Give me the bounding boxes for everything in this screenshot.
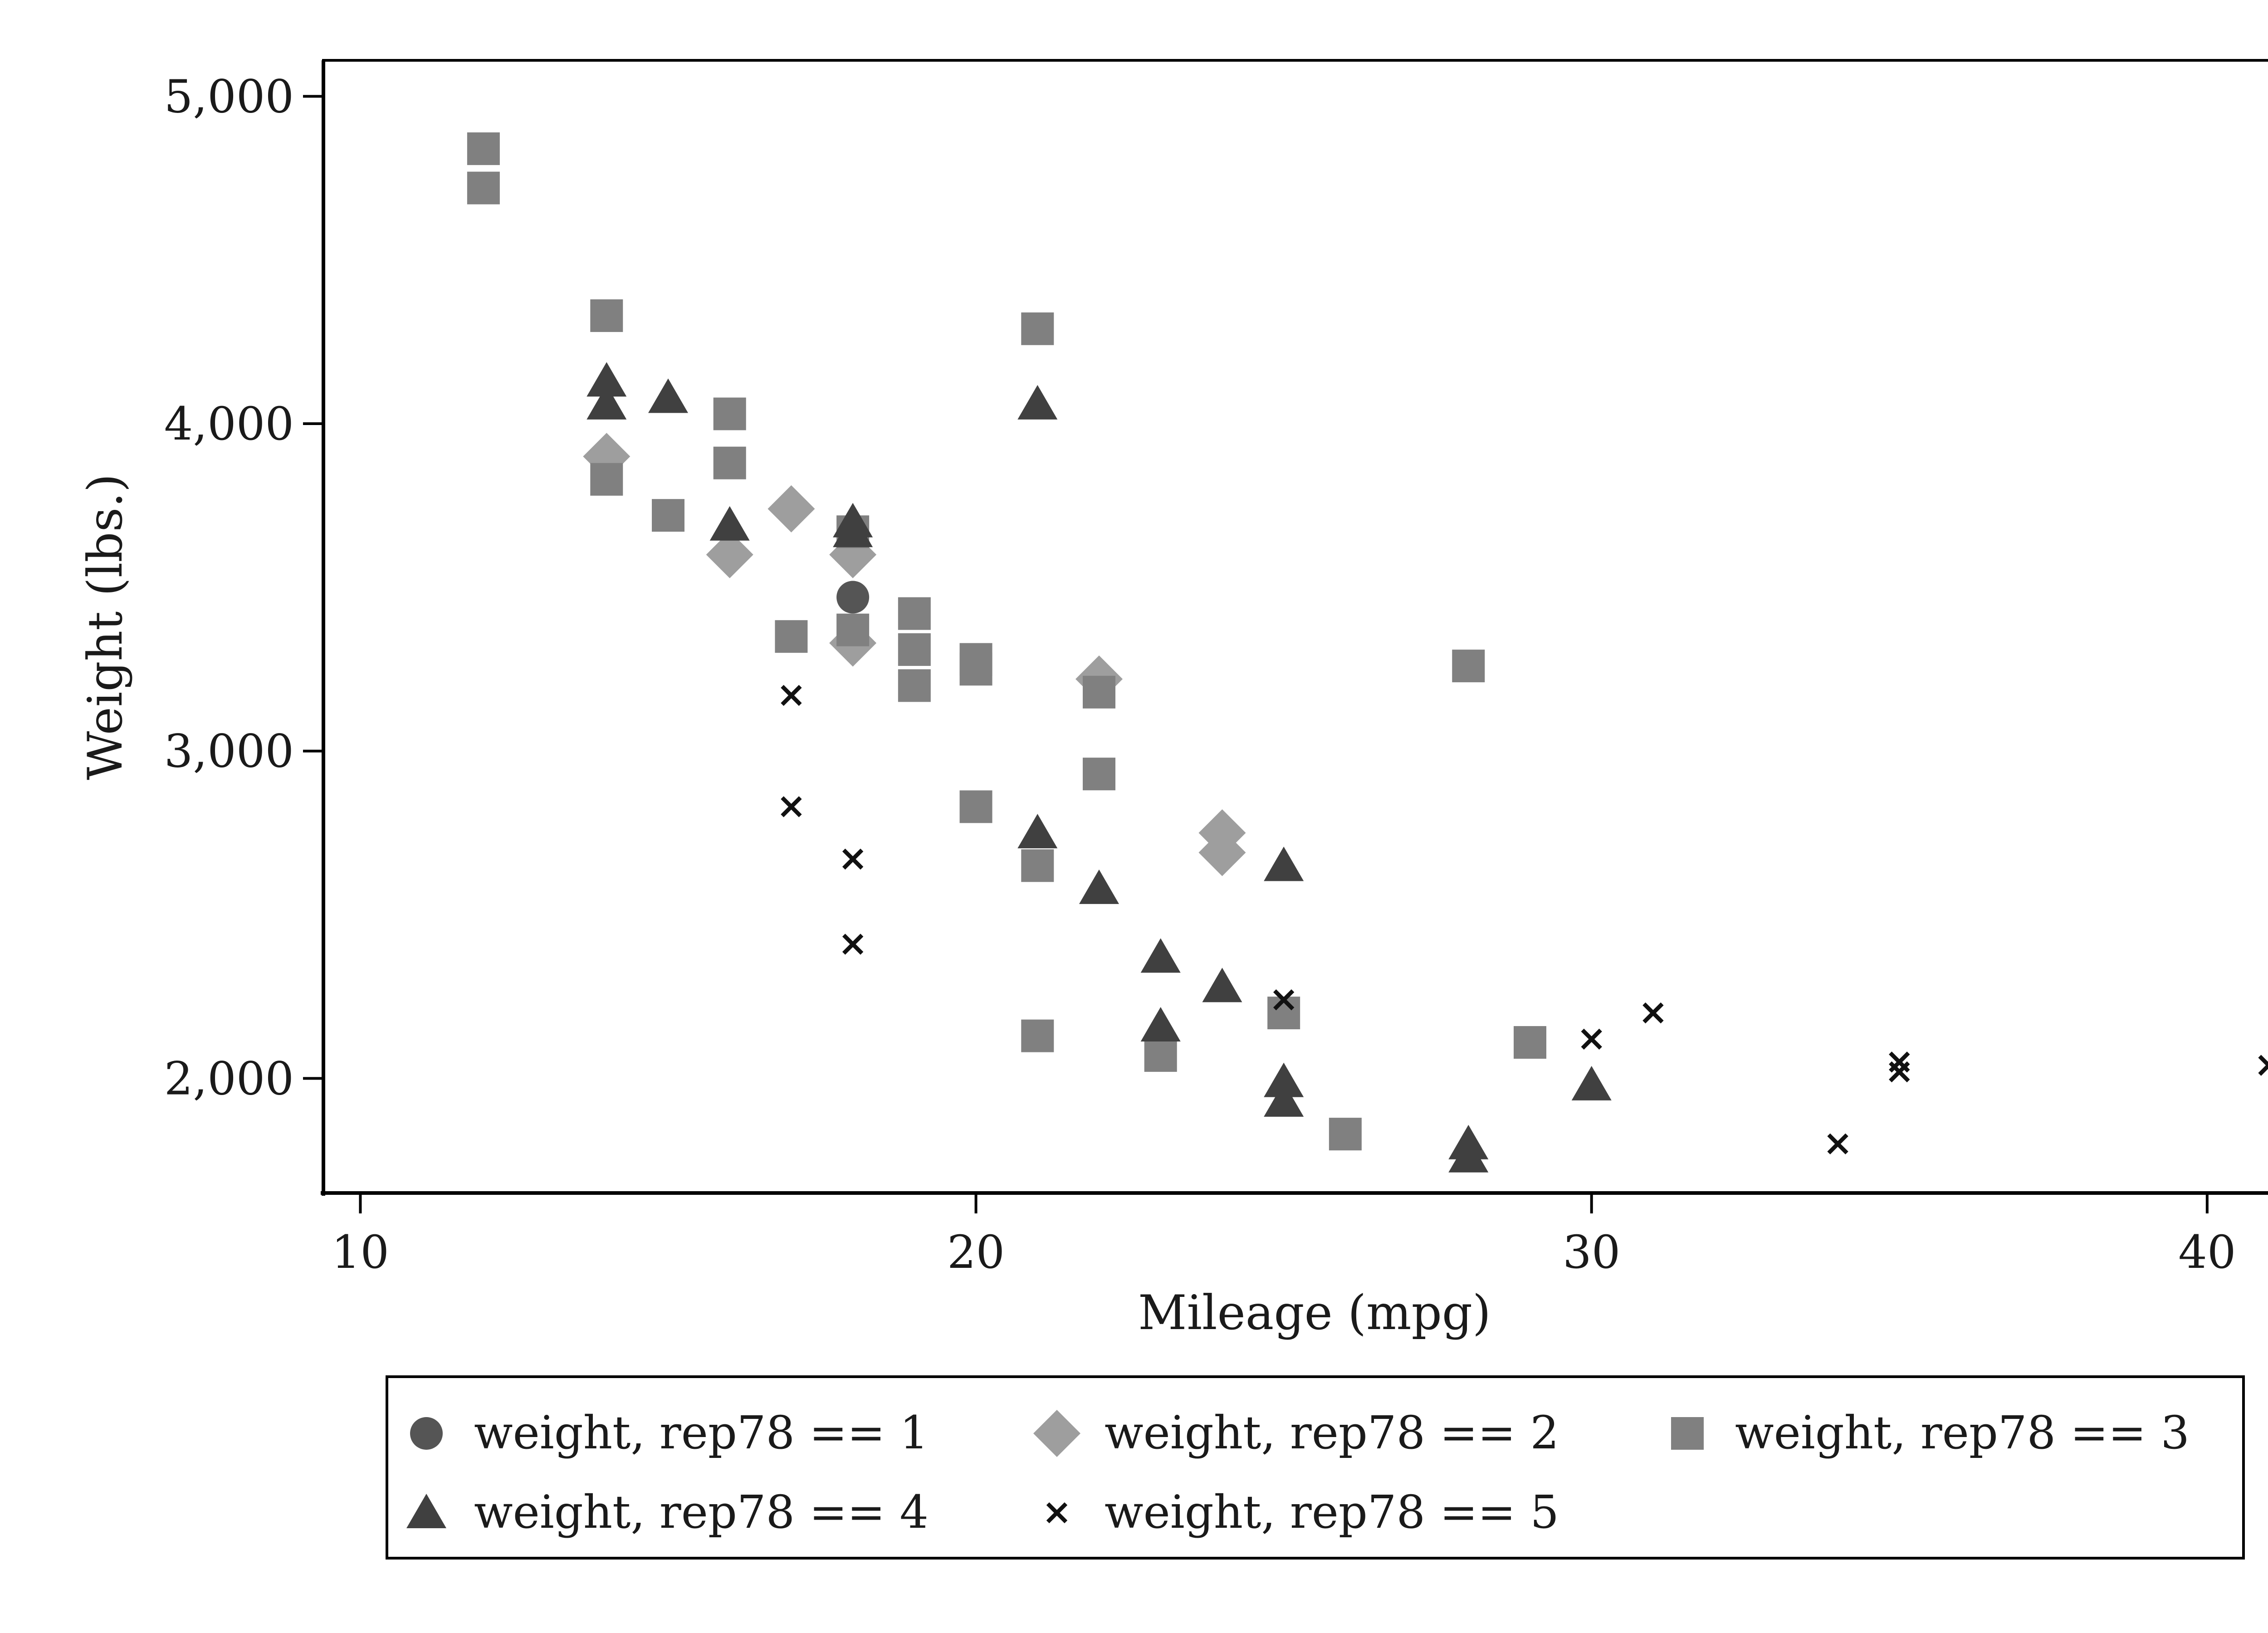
- data-point: [467, 171, 500, 205]
- x-tick-label: 30: [1563, 1226, 1620, 1279]
- data-point: [587, 362, 627, 397]
- x-tick-label: 20: [947, 1226, 1005, 1279]
- data-point: [706, 531, 753, 578]
- y-axis: 2,000 3,000 4,000 5,000: [164, 60, 325, 1196]
- data-point: [898, 597, 931, 630]
- data-point: [1264, 1082, 1304, 1117]
- data-point: [836, 613, 870, 646]
- data-point: [1140, 938, 1181, 973]
- legend-marker: [1033, 1410, 1080, 1457]
- data-point: [1140, 1007, 1181, 1041]
- y-tick-label: 5,000: [164, 70, 294, 123]
- data-point: [781, 796, 802, 817]
- data-point: [959, 653, 992, 686]
- data-point: [1079, 869, 1119, 904]
- data-point: [1514, 1026, 1546, 1059]
- data-point: [590, 463, 623, 496]
- legend-box: [386, 1375, 2245, 1560]
- data-point: [587, 385, 627, 420]
- data-point: [1198, 829, 1246, 876]
- data-point: [652, 499, 684, 532]
- legend-label: weight, rep78 == 1: [474, 1406, 929, 1459]
- data-point: [1889, 1061, 1910, 1083]
- data-point: [1017, 385, 1058, 420]
- data-point: [1021, 312, 1054, 345]
- data-point: [1083, 675, 1115, 709]
- y-tick-label: 2,000: [164, 1052, 294, 1105]
- legend-marker: [410, 1417, 443, 1450]
- data-point: [1642, 1002, 1664, 1024]
- data-point: [775, 620, 808, 653]
- data-point: [833, 513, 873, 548]
- legend-marker: [1671, 1417, 1704, 1450]
- legend: weight, rep78 == 1 weight, rep78 == 2 weig…: [386, 1375, 2245, 1560]
- data-point: [1083, 758, 1115, 791]
- data-point: [1017, 814, 1058, 849]
- data-point: [898, 633, 931, 666]
- data-point: [1021, 849, 1054, 882]
- data-point: [836, 581, 870, 614]
- data-points: [467, 132, 2268, 1173]
- legend-label: weight, rep78 == 4: [474, 1486, 929, 1539]
- y-axis-label: Weight (lbs.): [78, 474, 133, 780]
- data-point: [1581, 1028, 1602, 1050]
- data-point: [709, 506, 750, 541]
- data-point: [1452, 650, 1485, 683]
- x-axis: 10 20 30 40: [321, 1191, 2268, 1279]
- data-point: [842, 934, 864, 955]
- data-point: [1264, 846, 1304, 881]
- data-point: [1448, 1138, 1489, 1173]
- legend-marker: [1046, 1502, 1068, 1524]
- data-point: [959, 790, 992, 823]
- data-point: [767, 485, 815, 533]
- legend-label: weight, rep78 == 5: [1105, 1486, 1559, 1539]
- legend-label: weight, rep78 == 3: [1735, 1406, 2190, 1459]
- data-point: [1202, 968, 1242, 1002]
- legend-marker: [406, 1494, 446, 1528]
- data-point: [1571, 1066, 1612, 1100]
- data-point: [1329, 1118, 1362, 1151]
- data-point: [648, 378, 688, 413]
- data-point: [781, 684, 802, 706]
- data-point: [1021, 1019, 1054, 1052]
- data-point: [713, 446, 746, 479]
- series-5: [781, 684, 2268, 1154]
- x-tick-label: 40: [2178, 1226, 2236, 1279]
- data-point: [590, 299, 623, 332]
- data-point: [842, 848, 864, 870]
- data-point: [1264, 1062, 1304, 1097]
- data-point: [467, 132, 500, 165]
- legend-label: weight, rep78 == 2: [1105, 1406, 1559, 1459]
- y-tick-label: 3,000: [164, 725, 294, 778]
- y-tick-label: 4,000: [164, 397, 294, 450]
- data-point: [1827, 1133, 1848, 1154]
- data-point: [1273, 989, 1295, 1011]
- data-point: [898, 669, 931, 702]
- x-axis-label: Mileage (mpg): [1138, 1285, 1491, 1340]
- data-point: [2258, 1055, 2268, 1076]
- x-tick-label: 10: [332, 1226, 389, 1279]
- series-4: [587, 362, 1612, 1173]
- data-point: [1144, 1039, 1177, 1072]
- data-point: [713, 397, 746, 430]
